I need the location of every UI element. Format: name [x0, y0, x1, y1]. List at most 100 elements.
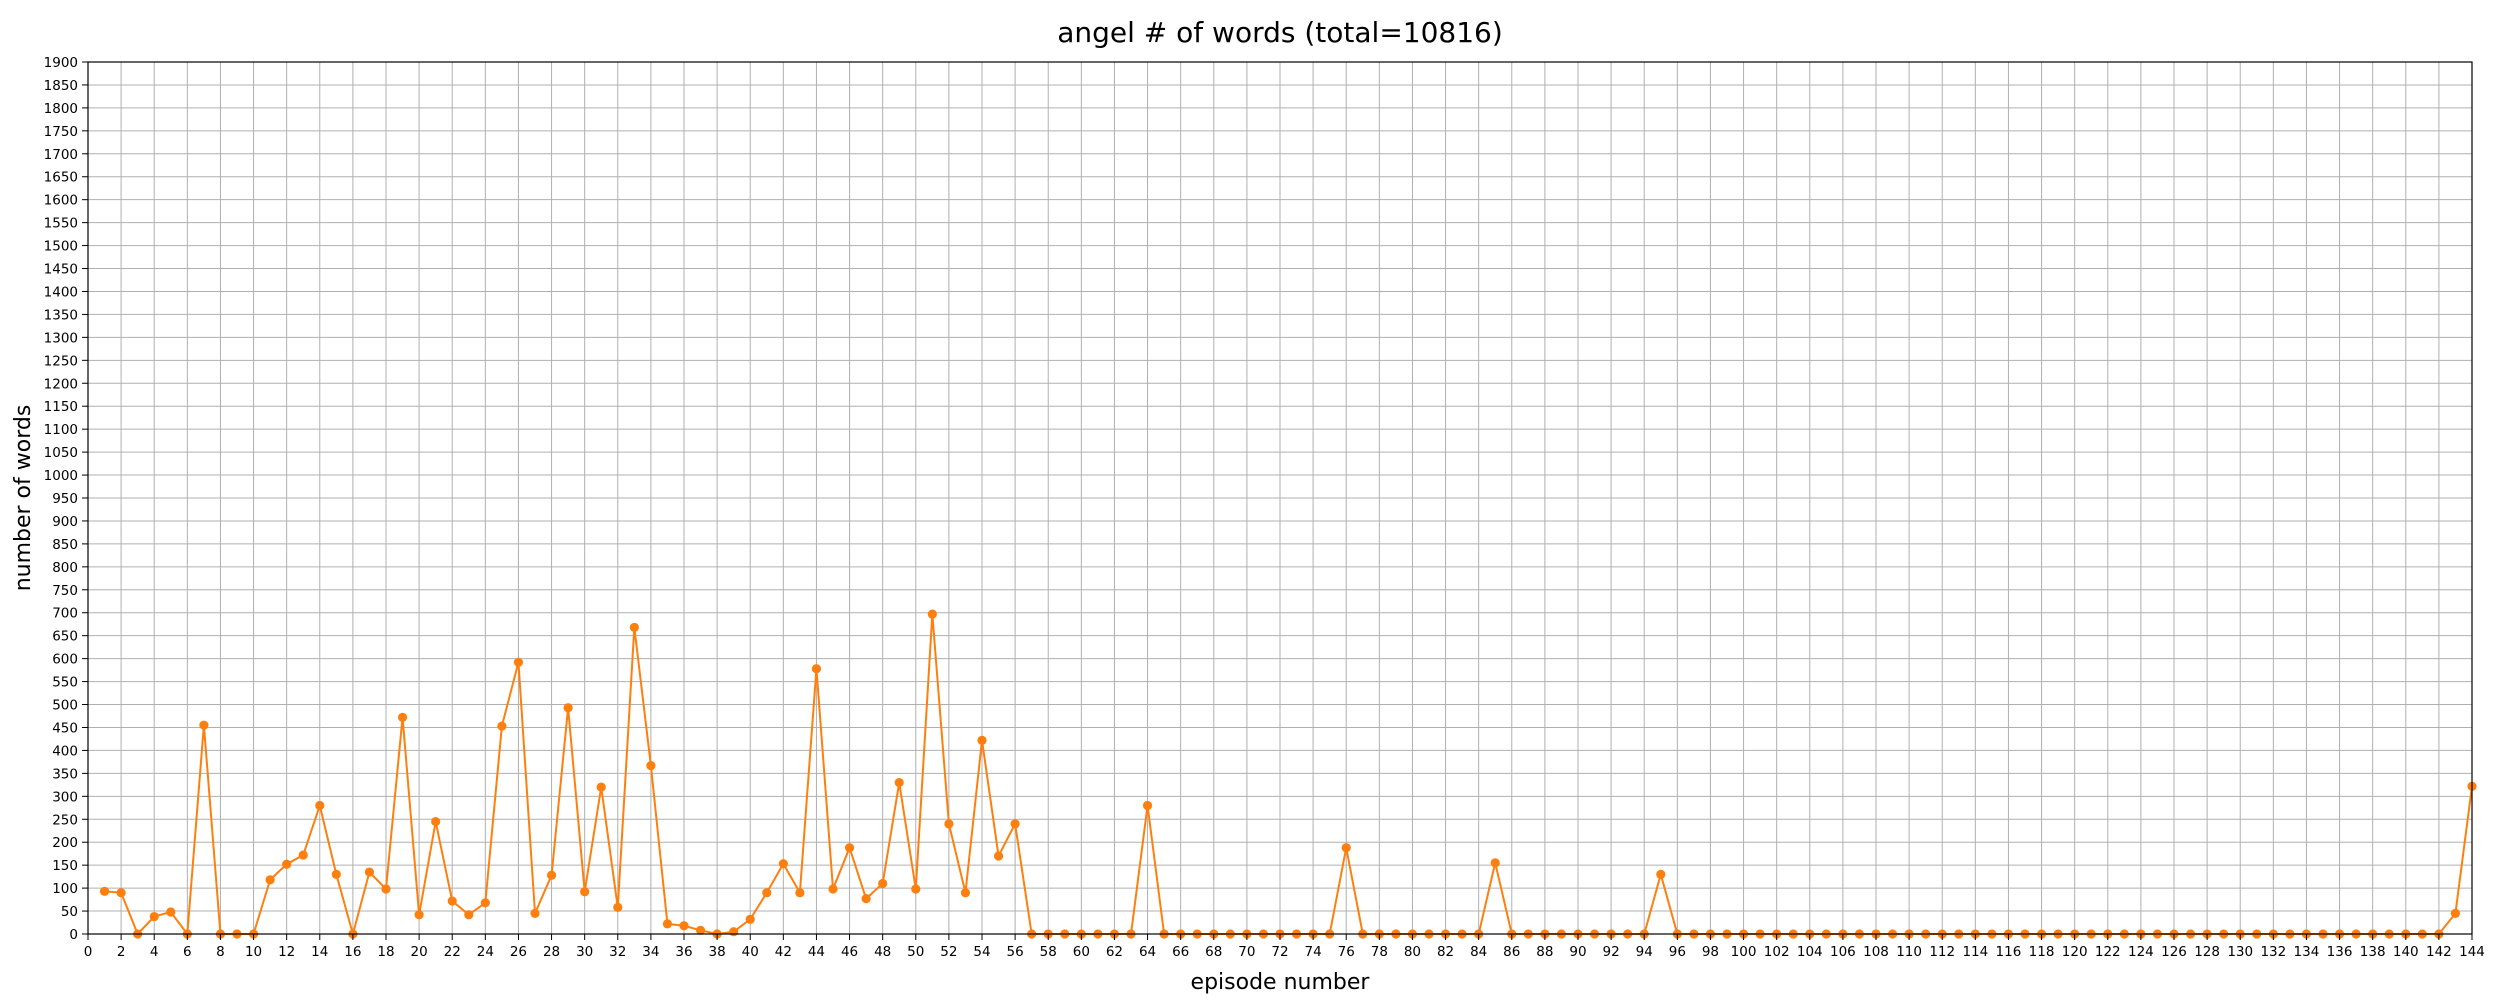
data-point: [447, 896, 457, 906]
data-point: [1341, 843, 1351, 853]
series-line: [104, 614, 2473, 938]
x-tick-label: 126: [2161, 944, 2187, 960]
x-tick-label: 10: [245, 944, 262, 960]
data-point: [99, 886, 110, 896]
x-tick-label: 66: [1172, 944, 1189, 960]
y-tick-label: 200: [52, 835, 78, 851]
data-point: [1010, 819, 1020, 829]
data-point: [646, 760, 656, 771]
x-tick-label: 50: [907, 944, 924, 960]
data-point: [679, 921, 689, 931]
data-point: [149, 911, 159, 922]
data-point: [828, 884, 838, 894]
data-point: [331, 869, 341, 879]
x-tick-label: 132: [2260, 944, 2286, 960]
x-tick-label: 138: [2360, 944, 2386, 960]
x-tick-label: 16: [344, 944, 361, 960]
data-point: [811, 664, 822, 674]
data-point: [414, 910, 424, 920]
x-tick-label: 96: [1669, 944, 1686, 960]
x-tick-label: 110: [1896, 944, 1922, 960]
x-tick-label: 0: [84, 944, 93, 960]
x-tick-label: 122: [2095, 944, 2121, 960]
x-tick-label: 124: [2128, 944, 2154, 960]
data-point: [629, 622, 639, 633]
data-point: [497, 721, 507, 731]
x-tick-label: 6: [183, 944, 192, 960]
y-tick-label: 100: [52, 881, 78, 897]
x-tick-label: 82: [1437, 944, 1454, 960]
y-tick-label: 1300: [44, 330, 78, 346]
y-tick-label: 400: [52, 743, 78, 759]
data-point: [480, 898, 490, 908]
x-tick-label: 32: [609, 944, 626, 960]
y-tick-label: 1850: [44, 78, 78, 94]
x-tick-label: 112: [1929, 944, 1955, 960]
y-tick-label: 700: [52, 606, 78, 622]
y-tick-label: 1450: [44, 262, 78, 278]
data-point: [927, 609, 937, 619]
x-tick-label: 98: [1702, 944, 1719, 960]
y-tick-label: 350: [52, 766, 78, 782]
data-point: [298, 850, 308, 860]
x-tick-label: 12: [278, 944, 295, 960]
y-tick-label: 1250: [44, 353, 78, 369]
x-tick-label: 30: [576, 944, 593, 960]
y-tick-label: 650: [52, 629, 78, 645]
data-point: [116, 888, 126, 898]
data-point: [2450, 908, 2461, 918]
data-point: [381, 884, 391, 894]
x-tick-label: 64: [1139, 944, 1156, 960]
x-tick-label: 28: [543, 944, 560, 960]
y-tick-label: 1550: [44, 216, 78, 232]
x-tick-label: 52: [940, 944, 957, 960]
x-tick-label: 58: [1040, 944, 1057, 960]
data-point: [762, 888, 772, 898]
y-tick-label: 600: [52, 652, 78, 668]
x-tick-label: 44: [808, 944, 825, 960]
x-tick-label: 108: [1863, 944, 1889, 960]
y-tick-label: 1100: [44, 422, 78, 438]
x-tick-label: 60: [1073, 944, 1090, 960]
x-tick-label: 68: [1205, 944, 1222, 960]
y-tick-label: 450: [52, 720, 78, 736]
x-tick-label: 136: [2327, 944, 2353, 960]
x-tick-label: 70: [1238, 944, 1255, 960]
data-point: [1490, 858, 1500, 868]
data-point: [546, 870, 557, 880]
x-tick-label: 100: [1731, 944, 1757, 960]
y-tick-label: 0: [69, 927, 78, 943]
y-tick-label: 550: [52, 675, 78, 691]
x-tick-label: 114: [1962, 944, 1988, 960]
y-tick-label: 300: [52, 789, 78, 805]
y-tick-label: 1650: [44, 170, 78, 186]
y-tick-label: 1900: [44, 55, 78, 71]
x-tick-label: 76: [1338, 944, 1355, 960]
data-point: [315, 800, 325, 811]
y-tick-label: 750: [52, 583, 78, 599]
x-tick-label: 128: [2194, 944, 2220, 960]
data-point: [563, 703, 573, 713]
y-tick-label: 1200: [44, 376, 78, 392]
data-point: [795, 888, 805, 898]
data-point: [729, 927, 739, 937]
data-point: [894, 777, 904, 788]
y-tick-label: 150: [52, 858, 78, 874]
data-point: [944, 819, 954, 829]
data-point: [464, 910, 474, 920]
x-tick-label: 86: [1503, 944, 1520, 960]
x-tick-label: 20: [411, 944, 428, 960]
data-point: [662, 919, 673, 929]
x-tick-label: 92: [1603, 944, 1620, 960]
y-tick-label: 1000: [44, 468, 78, 484]
x-tick-label: 72: [1271, 944, 1288, 960]
data-point: [745, 914, 755, 924]
y-tick-label: 1500: [44, 239, 78, 255]
y-tick-label: 900: [52, 514, 78, 530]
y-axis-label: number of words: [11, 405, 36, 592]
x-tick-label: 56: [1007, 944, 1024, 960]
x-tick-label: 46: [841, 944, 858, 960]
axis-ticks: 0 2 4 6 8 10 12 14 16 18 20 22 24 26 28 30 32 34 36 38 40 42 4…: [44, 55, 2485, 960]
x-tick-label: 80: [1404, 944, 1421, 960]
